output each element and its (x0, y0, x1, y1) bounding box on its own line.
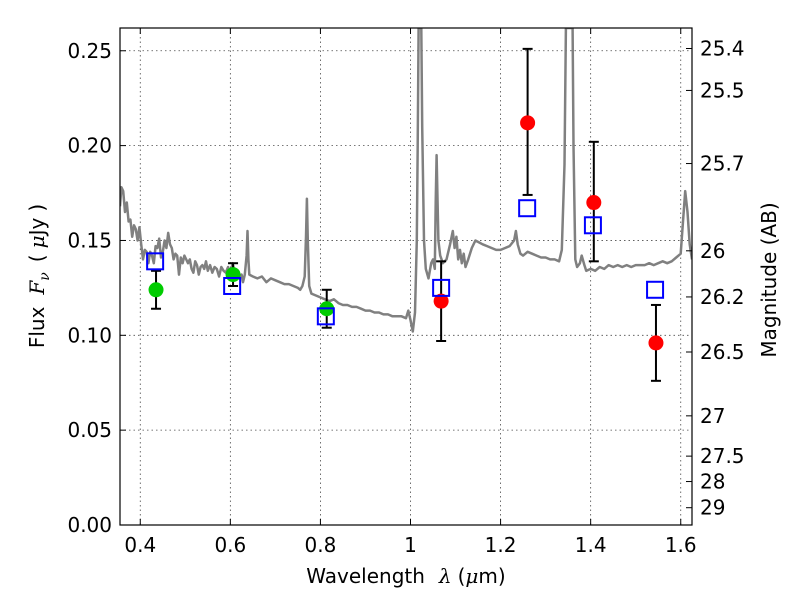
y-tick-label: 0.05 (67, 418, 112, 442)
x-tick-label: 1 (404, 533, 417, 557)
x-axis-label: Wavelength λ (μm) (306, 564, 505, 588)
y2-tick-label: 26.5 (700, 340, 745, 364)
y-tick-label: 0.00 (67, 513, 112, 537)
data-point (648, 335, 664, 351)
model-square (146, 252, 165, 271)
y2-tick-label: 26.2 (700, 285, 745, 309)
model-square (432, 278, 451, 297)
y2-tick-label: 25.5 (700, 78, 745, 102)
model-square (583, 216, 602, 235)
model-spectrum (120, 28, 692, 333)
axis-ticks: 0.4 0.6 0.8 1 1.2 1.4 1.6 0.00 0.05 0.10 0.15 0.20 0… (67, 28, 745, 557)
y-tick-label: 0.20 (67, 134, 112, 158)
data-point (586, 195, 602, 211)
y2-tick-label: 29 (700, 496, 725, 520)
data-point (148, 282, 164, 298)
data-point (225, 267, 241, 283)
model-square (518, 199, 537, 218)
y2-tick-label: 25.4 (700, 37, 745, 61)
plot-frame (119, 27, 693, 526)
x-tick-label: 1.4 (575, 533, 607, 557)
y2-tick-label: 25.7 (700, 152, 745, 176)
y2-tick-label: 26 (700, 239, 725, 263)
y-tick-label: 0.15 (67, 228, 112, 252)
grid-lines (120, 28, 692, 526)
y2-tick-label: 28 (700, 470, 725, 494)
data-point (433, 293, 449, 309)
x-tick-label: 1.2 (485, 533, 517, 557)
x-tick-label: 0.8 (305, 533, 337, 557)
model-square (316, 307, 335, 326)
y2-axis-label: Magnitude (AB) (757, 202, 781, 357)
y-tick-label: 0.10 (67, 323, 112, 347)
y-axis-label: FluxFν(μJy) (25, 204, 53, 348)
data-point (520, 115, 536, 131)
y-tick-label: 0.25 (67, 39, 112, 63)
y2-tick-label: 27.5 (700, 444, 745, 468)
x-tick-label: 0.6 (214, 533, 246, 557)
x-tick-label: 0.4 (124, 533, 156, 557)
y2-tick-label: 27 (700, 404, 725, 428)
data-markers (146, 47, 665, 382)
model-square (646, 280, 665, 299)
model-spectrum-line (120, 28, 692, 333)
model-square (223, 276, 242, 295)
x-tick-label: 1.6 (665, 533, 697, 557)
